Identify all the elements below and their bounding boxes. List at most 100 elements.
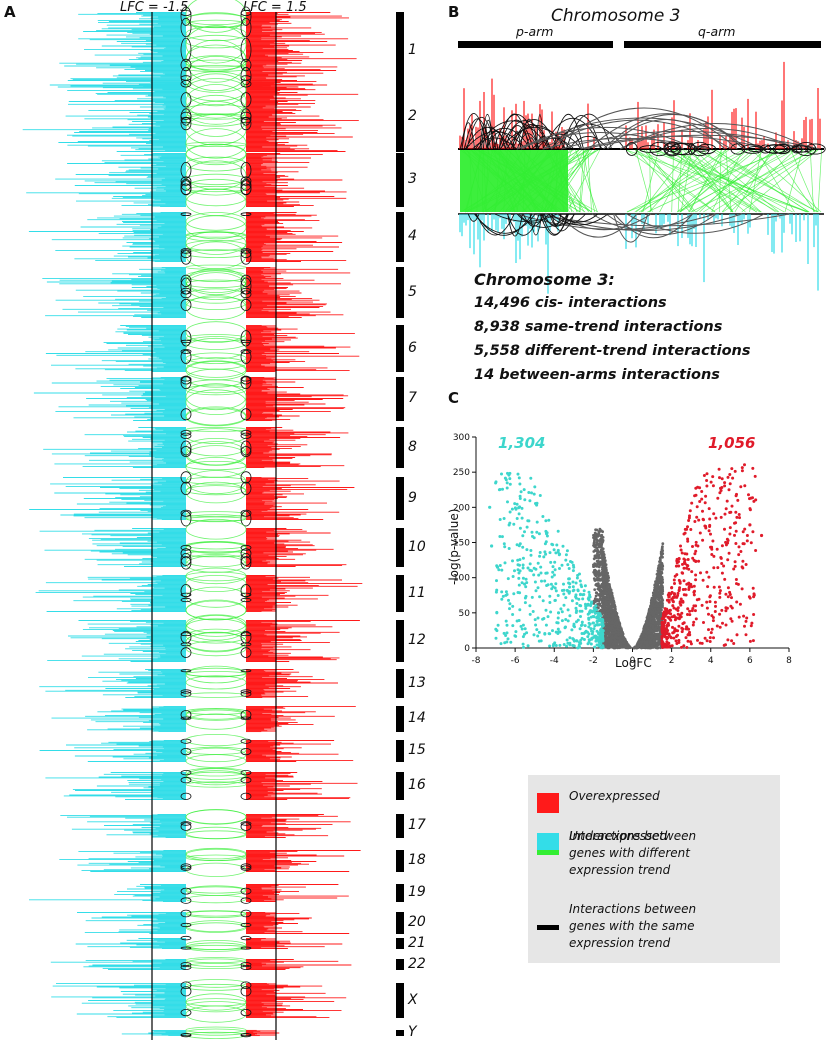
volcano-point-over <box>726 558 730 562</box>
volcano-point-under <box>495 611 499 615</box>
volcano-point-ns <box>613 646 616 649</box>
volcano-point-under <box>500 597 504 601</box>
chromosome-label-6: 6 <box>408 339 417 356</box>
volcano-point-under <box>576 646 580 650</box>
volcano-point-ns <box>649 623 653 627</box>
volcano-point-over <box>675 573 679 577</box>
volcano-point-under <box>564 596 568 600</box>
volcano-point-over <box>675 616 679 620</box>
volcano-point-ns <box>602 642 605 645</box>
volcano-point-ns <box>592 557 596 561</box>
volcano-point-under <box>522 488 526 492</box>
volcano-point-ns <box>622 641 626 645</box>
chromosome-bar-3 <box>396 153 404 207</box>
volcano-point-over <box>689 642 693 646</box>
volcano-point-ns <box>616 616 620 620</box>
volcano-point-under <box>547 518 551 522</box>
volcano-point-ns <box>647 609 651 613</box>
volcano-point-under <box>532 566 536 570</box>
volcano-point-under <box>523 627 527 631</box>
volcano-point-under <box>549 582 553 586</box>
volcano-point-under <box>593 634 597 638</box>
volcano-point-under <box>504 619 508 623</box>
volcano-point-over <box>747 595 751 599</box>
panel-c-letter: C <box>448 389 460 407</box>
chromosome-bar-21 <box>396 938 404 949</box>
volcano-plot: -8 -6 -4 -2 0 2 4 6 8 0 50 100 150 200 250 300 1,304 1,… <box>447 433 792 670</box>
volcano-point-ns <box>657 564 661 568</box>
volcano-point-over <box>723 512 727 516</box>
volcano-point-under <box>598 631 602 635</box>
volcano-point-under <box>558 567 561 570</box>
volcano-point-ns <box>634 646 638 649</box>
volcano-point-ns <box>613 642 617 645</box>
volcano-point-over <box>691 545 694 548</box>
volcano-point-over <box>748 497 751 501</box>
volcano-point-under <box>597 636 601 640</box>
volcano-point-over <box>711 539 715 543</box>
panel-a-letter: A <box>4 3 16 21</box>
volcano-point-over <box>727 488 731 492</box>
volcano-point-over <box>727 551 731 555</box>
volcano-point-under <box>565 638 569 642</box>
volcano-point-over <box>712 512 716 516</box>
volcano-point-under <box>516 472 520 476</box>
volcano-point-under <box>546 583 550 587</box>
volcano-point-over <box>720 544 724 548</box>
volcano-point-under <box>565 549 569 553</box>
volcano-point-ns <box>598 539 602 543</box>
volcano-point-over <box>735 633 739 637</box>
volcano-point-ns <box>616 633 620 636</box>
volcano-point-outlier <box>490 544 494 548</box>
volcano-point-over <box>710 627 714 631</box>
volcano-point-under <box>502 631 506 635</box>
volcano-point-under <box>553 641 557 645</box>
volcano-point-under <box>535 628 539 632</box>
volcano-point-under <box>541 599 545 603</box>
volcano-point-ns <box>592 550 596 553</box>
volcano-point-over <box>714 604 717 608</box>
volcano-point-over <box>694 549 698 553</box>
volcano-point-under <box>522 645 525 649</box>
volcano-point-under <box>583 584 587 588</box>
volcano-point-over <box>696 638 699 642</box>
volcano-point-under <box>508 602 512 606</box>
volcano-point-over <box>748 639 752 643</box>
volcano-point-ns <box>601 540 605 544</box>
volcano-point-under <box>518 569 522 573</box>
volcano-point-under <box>512 592 516 596</box>
volcano-point-ns <box>658 602 662 606</box>
volcano-point-under <box>502 517 506 520</box>
volcano-point-under <box>601 634 605 638</box>
stats-different-trend: 5,558 different-trend interactions <box>474 343 751 359</box>
volcano-point-over <box>685 563 689 567</box>
volcano-point-over <box>705 472 709 476</box>
volcano-point-ns <box>594 569 598 573</box>
volcano-point-ns <box>604 600 608 604</box>
volcano-point-under <box>509 640 513 644</box>
volcano-point-under <box>575 639 579 643</box>
volcano-point-ns <box>660 608 663 612</box>
volcano-point-over <box>718 589 722 593</box>
volcano-point-over <box>733 533 736 537</box>
volcano-point-over <box>672 615 676 619</box>
volcano-point-over <box>668 592 672 596</box>
volcano-point-ns <box>613 622 617 626</box>
volcano-point-ns <box>603 583 606 586</box>
volcano-point-over <box>707 575 711 579</box>
volcano-point-under <box>519 624 523 628</box>
volcano-point-over <box>749 624 753 628</box>
volcano-point-ns <box>656 633 660 636</box>
volcano-point-over <box>719 489 723 492</box>
volcano-point-over <box>728 532 732 536</box>
volcano-point-over <box>669 612 673 616</box>
volcano-point-over <box>734 510 738 514</box>
volcano-point-ns <box>597 550 601 554</box>
volcano-point-ns <box>603 591 607 595</box>
volcano-point-over <box>688 630 691 634</box>
volcano-point-over <box>677 564 681 568</box>
volcano-point-under <box>501 487 504 491</box>
volcano-point-over <box>665 645 669 649</box>
volcano-point-under <box>549 610 553 614</box>
volcano-point-ns <box>611 621 614 625</box>
